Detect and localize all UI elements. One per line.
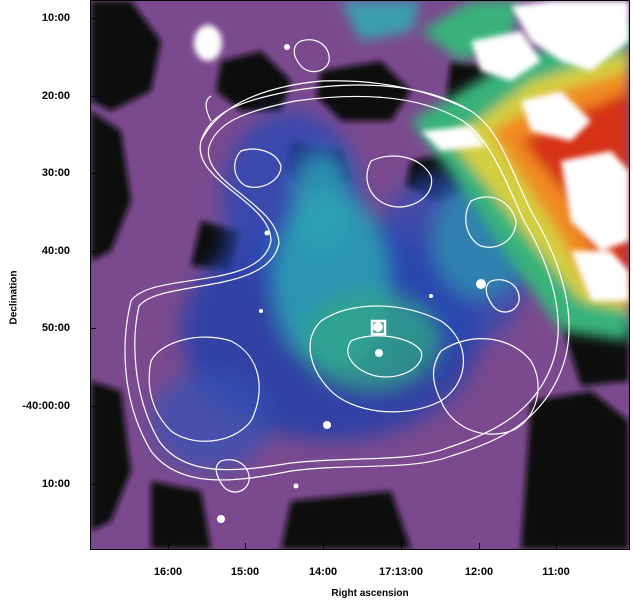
y-tick-label: 30:00 [41,167,70,179]
y-axis-label: Declination [8,270,20,325]
y-tick-label: 40:00 [41,245,70,257]
sky-map-svg [91,1,629,549]
sky-map-image [90,0,630,550]
pulsar-marker [370,319,387,336]
x-tick-label: 12:00 [464,566,494,578]
x-tick-label: 11:00 [542,566,570,578]
x-axis-label: Right ascension [331,588,409,599]
x-tick-label: 14:00 [308,566,338,578]
y-tick-label: 20:00 [41,90,70,102]
x-tick-label: 16:00 [153,566,183,578]
y-tick-label: -40:00:00 [22,400,70,412]
radio-contours [124,39,570,493]
y-tick-label: 10:00 [41,478,70,490]
x-tick-label: 15:00 [230,566,260,578]
y-tick-label: 50:00 [41,322,70,334]
y-tick-label: 10:00 [41,12,70,24]
saturated-regions [194,1,629,301]
point-sources [217,44,486,523]
x-tick-label: 17:13:00 [378,566,424,578]
